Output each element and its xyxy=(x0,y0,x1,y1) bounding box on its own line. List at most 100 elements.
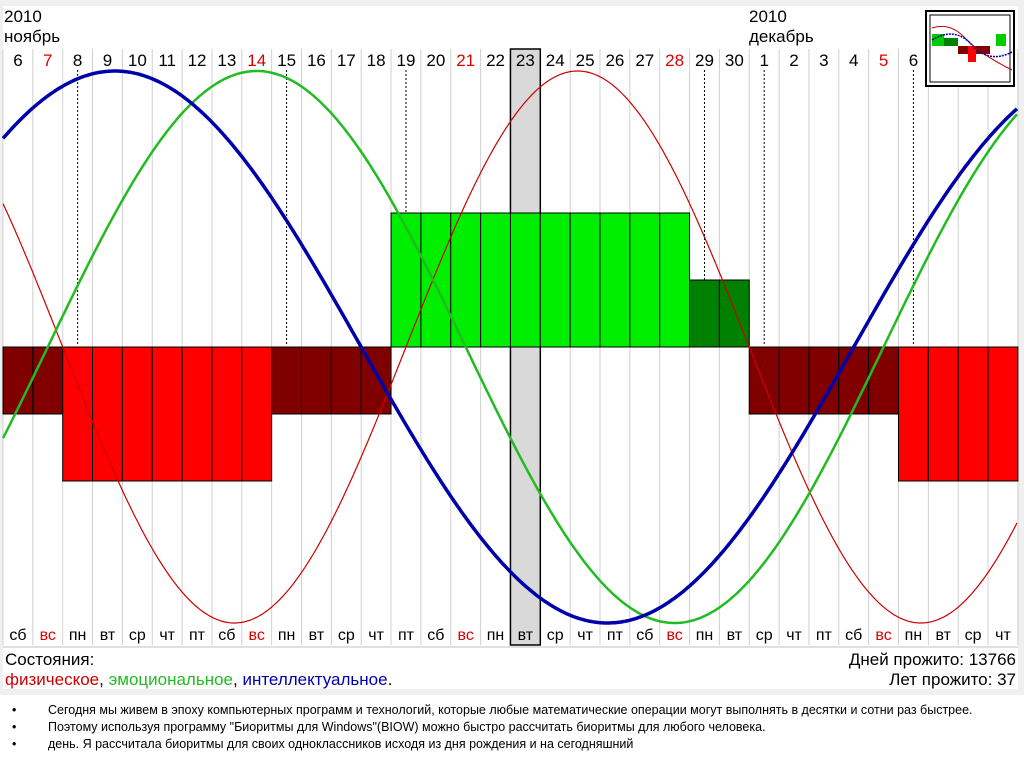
day-number-label: 23 xyxy=(516,51,535,70)
day-number-label: 14 xyxy=(247,51,266,70)
day-number-label: 17 xyxy=(337,51,356,70)
state-block xyxy=(689,279,720,348)
weekday-label: вт xyxy=(518,627,534,644)
weekday-label: сб xyxy=(427,627,444,644)
notes-list: • Сегодня мы живем в эпоху компьютерных п… xyxy=(8,702,1018,753)
weekday-label: сб xyxy=(636,627,653,644)
legend-physical: физическое xyxy=(5,670,100,689)
overview-minimap[interactable] xyxy=(925,10,1015,87)
weekday-label: ср xyxy=(547,627,564,644)
minimap-block xyxy=(944,38,958,46)
weekday-label: пн xyxy=(69,627,87,644)
weekday-label: чт xyxy=(368,627,384,644)
day-number-label: 20 xyxy=(426,51,445,70)
day-number-label: 21 xyxy=(456,51,475,70)
state-block xyxy=(241,346,273,482)
state-block xyxy=(330,346,362,415)
day-number-label: 18 xyxy=(367,51,386,70)
weekday-label: чт xyxy=(577,627,593,644)
state-block xyxy=(868,346,900,415)
day-number-label: 24 xyxy=(546,51,565,70)
weekday-label: вт xyxy=(727,627,743,644)
minimap-block xyxy=(996,34,1006,46)
legend-sep-2: , xyxy=(233,670,243,689)
day-number-label: 10 xyxy=(128,51,147,70)
intellectual-curve xyxy=(1,69,1019,625)
state-block xyxy=(301,346,332,415)
physical-curve xyxy=(2,70,1018,624)
bullet-icon: • xyxy=(12,720,17,734)
weekday-label: пт xyxy=(816,627,833,644)
day-number-label: 4 xyxy=(849,51,858,70)
right-month: декабрь xyxy=(749,27,814,46)
bullet-text: день. Я рассчитала биоритмы для своих од… xyxy=(48,737,634,751)
day-number-label: 7 xyxy=(43,51,52,70)
list-item: • Сегодня мы живем в эпоху компьютерных п… xyxy=(8,702,1018,719)
state-block xyxy=(898,346,929,482)
state-block xyxy=(539,212,571,348)
weekday-label: ср xyxy=(756,627,773,644)
state-block xyxy=(509,212,541,348)
state-block xyxy=(151,346,183,482)
state-block xyxy=(420,212,452,348)
bullet-text: Сегодня мы живем в эпоху компьютерных пр… xyxy=(48,703,973,717)
state-block xyxy=(599,212,631,348)
state-block xyxy=(569,212,601,348)
state-block xyxy=(838,346,870,415)
state-block xyxy=(390,212,422,348)
list-item: • Поэтому используя программу "Биоритмы д… xyxy=(8,719,1018,736)
weekday-label: вс xyxy=(875,627,891,644)
weekday-label: вт xyxy=(100,627,116,644)
weekday-label: вс xyxy=(666,627,682,644)
state-block xyxy=(62,346,94,482)
day-number-label: 29 xyxy=(695,51,714,70)
day-number-label: 11 xyxy=(158,51,176,70)
day-number-label: 19 xyxy=(397,51,416,70)
day-number-label: 12 xyxy=(188,51,207,70)
minimap-block xyxy=(968,46,976,62)
legend-sep-1: , xyxy=(99,670,109,689)
state-block xyxy=(659,212,691,348)
state-block xyxy=(927,346,959,482)
weekday-label: ср xyxy=(338,627,355,644)
weekday-label: вт xyxy=(309,627,325,644)
weekday-label: пн xyxy=(696,627,714,644)
weekday-label: вс xyxy=(249,627,265,644)
minimap-block xyxy=(976,46,990,54)
biorhythm-chart: 6 7 8 9 10 11 12 13 14 15 16 17 18 19 20 21 22 23 24 25 26 27… xyxy=(1,6,1019,689)
weekday-label: пн xyxy=(278,627,296,644)
day-number-label: 6 xyxy=(13,51,22,70)
day-number-label: 6 xyxy=(909,51,918,70)
weekday-label: пт xyxy=(398,627,415,644)
weekday-label: ср xyxy=(129,627,146,644)
day-number-label: 25 xyxy=(576,51,595,70)
weekday-label: пт xyxy=(607,627,624,644)
years-lived: Лет прожито: 37 xyxy=(889,670,1016,689)
state-block xyxy=(211,346,243,482)
day-number-label: 8 xyxy=(73,51,82,70)
weekday-label: вс xyxy=(458,627,474,644)
list-item: • день. Я рассчитала биоритмы для своих о… xyxy=(8,736,1018,753)
state-block xyxy=(271,346,302,415)
day-number-label: 15 xyxy=(277,51,296,70)
left-month: ноябрь xyxy=(4,27,60,46)
state-block xyxy=(957,346,989,482)
weekday-label: сб xyxy=(218,627,235,644)
day-number-label: 16 xyxy=(307,51,326,70)
day-number-label: 28 xyxy=(665,51,684,70)
legend-intellectual: интеллектуальное xyxy=(242,670,388,689)
state-block xyxy=(987,346,1019,482)
legend-emotional: эмоциональное xyxy=(108,670,233,689)
state-block xyxy=(121,346,153,482)
state-block xyxy=(32,346,64,415)
weekday-label: вт xyxy=(936,627,952,644)
minimap-block xyxy=(958,46,972,54)
day-number-label: 26 xyxy=(605,51,624,70)
state-block xyxy=(480,212,511,348)
day-number-label: 9 xyxy=(103,51,112,70)
state-block xyxy=(181,346,213,482)
day-number-label: 5 xyxy=(879,51,888,70)
state-block xyxy=(629,212,661,348)
weekday-label: пт xyxy=(189,627,206,644)
weekday-label: сб xyxy=(9,627,26,644)
